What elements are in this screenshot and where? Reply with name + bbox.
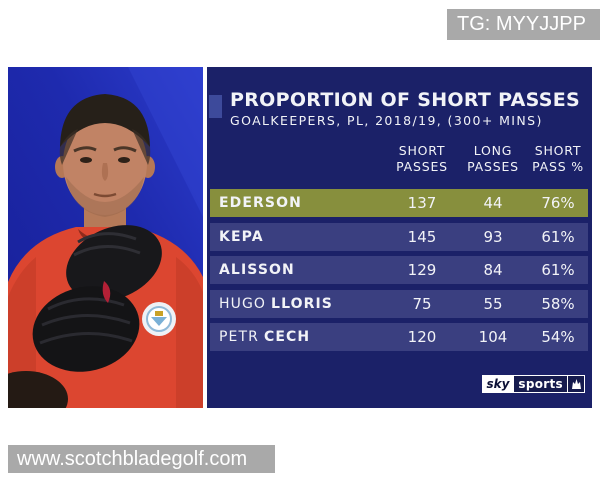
short-passes-value: 145 — [407, 227, 437, 246]
long-passes-value: 104 — [478, 328, 508, 346]
short-pass-pct-value: 54% — [541, 328, 575, 346]
hair — [60, 94, 150, 147]
table-row-ederson: EDERSON 137 44 76% — [210, 189, 588, 217]
top-watermark-text: TG: MYYJJPP — [457, 13, 586, 35]
column-header-short-passes: SHORT PASSES — [396, 143, 448, 175]
club-badge — [142, 302, 176, 336]
table-row-alisson: ALISSON 129 84 61% — [210, 256, 588, 284]
short-passes-value: 129 — [407, 261, 437, 279]
short-pass-pct-value: 61% — [541, 227, 575, 246]
sky-logo-sports: sports — [513, 375, 568, 393]
table-row-petr-cech: PETR CECH 120 104 54% — [210, 323, 588, 351]
column-header-short-pass-pct: SHORT PASS % — [532, 143, 584, 175]
short-passes-value: 75 — [412, 294, 432, 313]
panel-subtitle: GOALKEEPERS, PL, 2018/19, (300+ MINS) — [230, 113, 543, 128]
long-passes-value: 55 — [483, 294, 503, 313]
short-pass-pct-value: 76% — [541, 194, 575, 212]
bottom-watermark-text: www.scotchbladegolf.com — [17, 447, 248, 470]
short-pass-pct-value: 58% — [541, 294, 575, 313]
column-header-long-passes: LONG PASSES — [467, 143, 519, 175]
sky-sports-logo: sky sports — [482, 375, 585, 393]
table-rows: EDERSON 137 44 76% KEPA 145 93 61% — [210, 189, 588, 357]
stats-panel: PROPORTION OF SHORT PASSES GOALKEEPERS, … — [207, 67, 592, 408]
short-pass-pct-value: 61% — [541, 261, 575, 279]
short-passes-value: 120 — [407, 328, 437, 346]
player-name: EDERSON — [219, 195, 302, 211]
player-name: HUGO LLORIS — [219, 295, 333, 312]
long-passes-value: 44 — [483, 194, 503, 212]
sky-sports-graphic: PROPORTION OF SHORT PASSES GOALKEEPERS, … — [8, 67, 592, 408]
panel-title: PROPORTION OF SHORT PASSES — [230, 89, 580, 111]
photo-panel-divider — [203, 67, 207, 408]
sky-logo-sky: sky — [482, 375, 514, 393]
top-watermark-banner: TG: MYYJJPP — [447, 9, 600, 40]
player-name: ALISSON — [219, 262, 295, 278]
long-passes-value: 84 — [483, 261, 503, 279]
player-name: PETR CECH — [219, 329, 311, 345]
premier-league-lion-icon — [568, 375, 585, 393]
goalkeeper-gloves — [32, 225, 162, 372]
long-passes-value: 93 — [483, 227, 503, 246]
player-name: KEPA — [219, 228, 264, 245]
table-row-hugo-lloris: HUGO LLORIS 75 55 58% — [210, 289, 588, 318]
title-bullet-accent — [209, 95, 222, 118]
goalkeeper-illustration — [8, 67, 203, 408]
table-row-kepa: KEPA 145 93 61% — [210, 222, 588, 251]
short-passes-value: 137 — [407, 194, 437, 212]
table-column-headers: SHORT PASSES LONG PASSES SHORT PASS % — [210, 143, 588, 176]
bottom-watermark-banner: www.scotchbladegolf.com — [8, 445, 275, 473]
goalkeeper-photo — [8, 67, 203, 408]
